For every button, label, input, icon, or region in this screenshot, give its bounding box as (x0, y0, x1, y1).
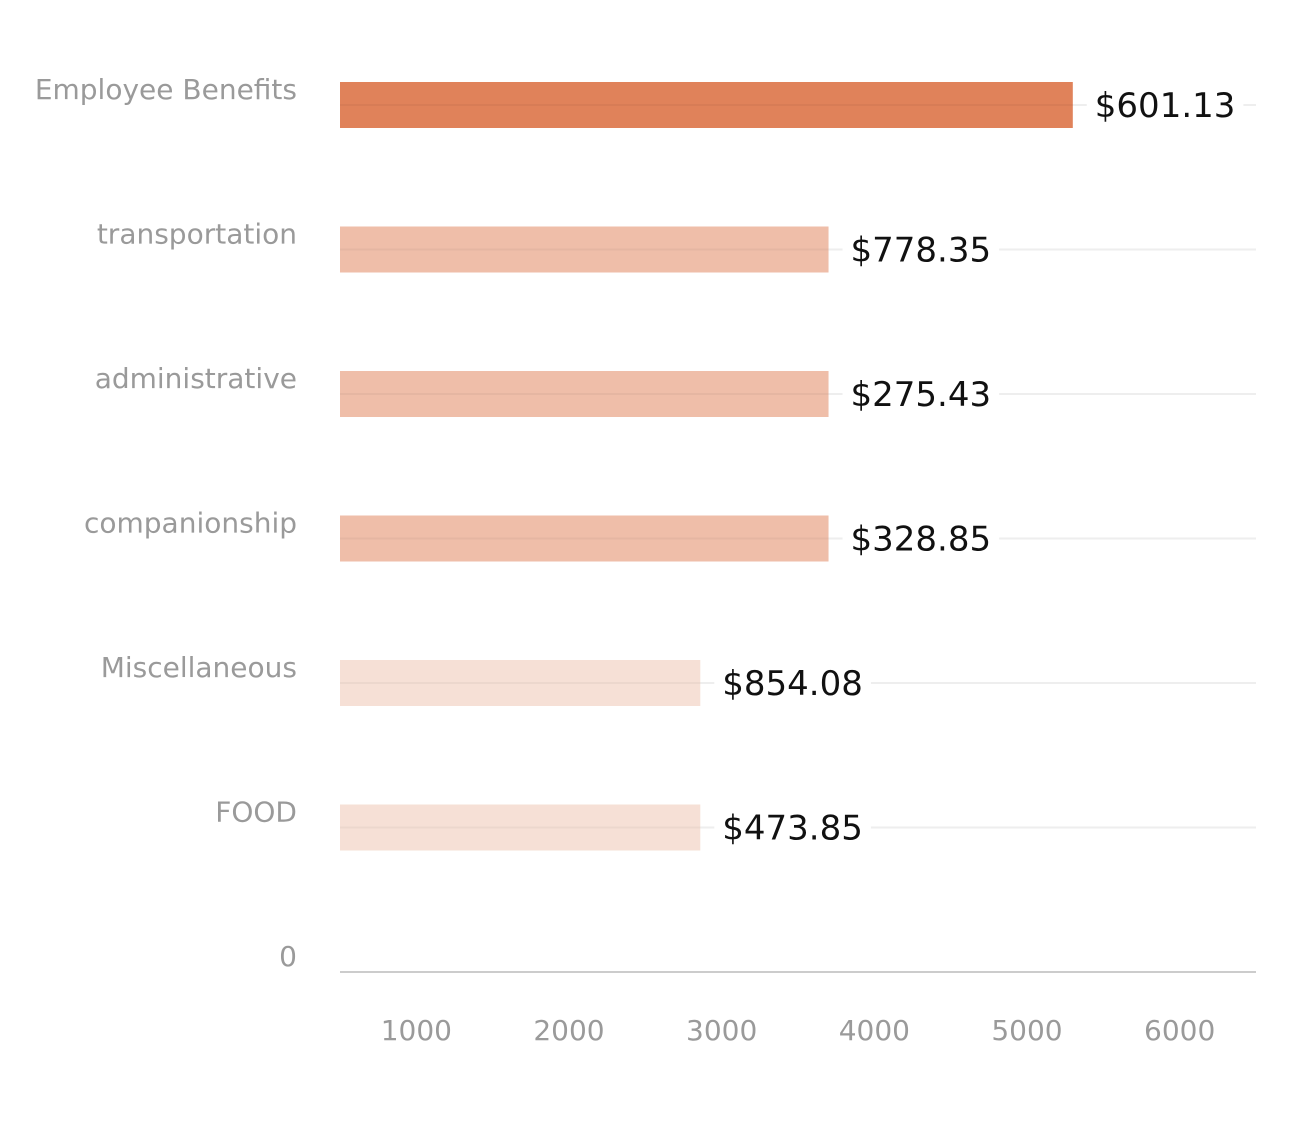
bar (340, 82, 1073, 128)
bar (340, 371, 829, 417)
x-tick-label: 3000 (686, 1014, 757, 1047)
value-label: $778.35 (851, 231, 992, 271)
x-tick-label: 5000 (991, 1014, 1062, 1047)
category-label: Employee Benefits (35, 73, 297, 106)
category-label: companionship (84, 507, 297, 540)
value-label: $275.43 (851, 375, 992, 415)
category-label: 0 (279, 940, 297, 973)
value-label-background (842, 516, 1000, 561)
value-labels: $601.13 $778.35 $275.43 $328.85 $854.08 $473.… (714, 83, 1244, 850)
bar (340, 515, 829, 562)
x-tick-label: 1000 (381, 1014, 452, 1047)
bar (340, 226, 829, 273)
x-tick-labels: 1000 2000 3000 4000 5000 6000 (381, 1014, 1216, 1047)
category-label: transportation (97, 218, 297, 251)
value-label: $328.85 (851, 520, 992, 560)
bar (340, 804, 701, 851)
grid-lines (340, 104, 1256, 829)
category-label: Miscellaneous (101, 651, 297, 684)
value-label-background (842, 227, 1000, 272)
value-label-background (714, 661, 871, 705)
value-label-background (842, 372, 1000, 416)
x-tick-label: 2000 (533, 1014, 604, 1047)
value-label: $473.85 (722, 809, 863, 849)
category-labels: Employee Benefits transportation administr… (35, 73, 297, 973)
category-label: administrative (95, 362, 297, 395)
bars-group (340, 82, 1073, 851)
bar (340, 660, 701, 706)
value-label-background (714, 805, 871, 850)
value-label-background (1086, 83, 1244, 127)
category-label: FOOD (215, 796, 297, 829)
value-label: $854.08 (722, 664, 863, 704)
value-label: $601.13 (1095, 86, 1236, 126)
x-tick-label: 4000 (839, 1014, 910, 1047)
x-tick-label: 6000 (1144, 1014, 1215, 1047)
